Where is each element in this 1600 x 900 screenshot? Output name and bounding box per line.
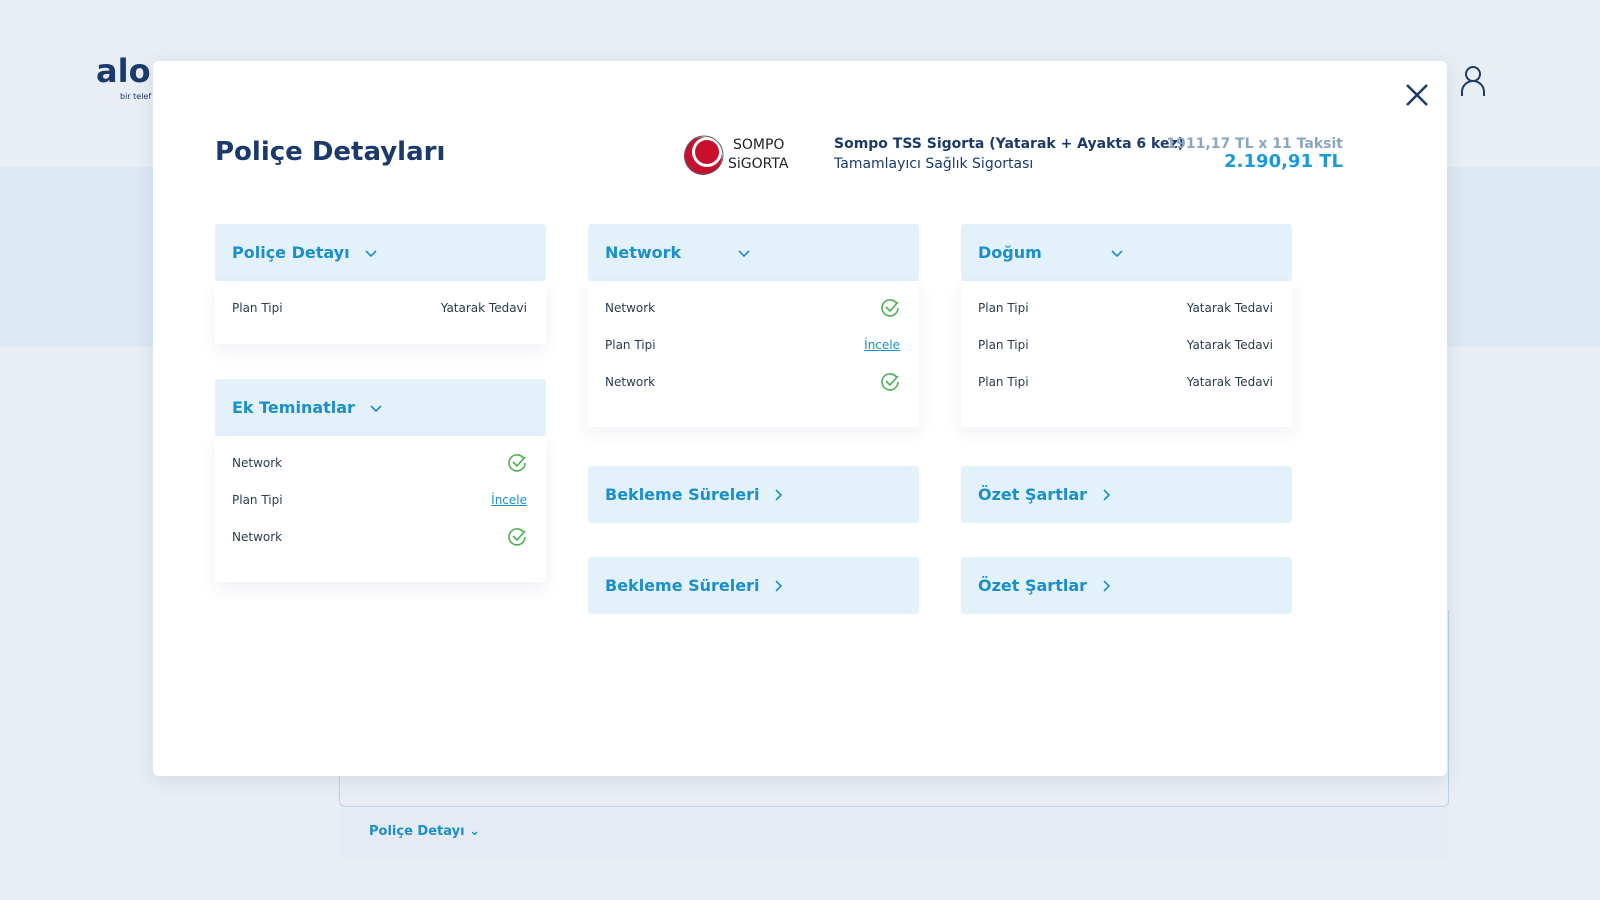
- behind-bar: [339, 808, 1447, 858]
- row-label: Plan Tipi: [232, 301, 283, 315]
- card-title: Bekleme Süreleri: [605, 485, 760, 504]
- card-row: Network: [232, 453, 527, 473]
- card-row: Plan Tipi Yatarak Tedavi: [978, 375, 1273, 389]
- card-title: Poliçe Detayı: [232, 243, 350, 262]
- card-body: Network Plan Tipi İncele Network: [215, 436, 546, 582]
- behind-title: Poliçe Detayı: [369, 824, 465, 839]
- row-label: Plan Tipi: [978, 301, 1029, 315]
- card-header[interactable]: Bekleme Süreleri: [588, 466, 919, 523]
- check-icon: [508, 528, 526, 546]
- row-label: Network: [232, 456, 283, 470]
- card-title: Ek Teminatlar: [232, 398, 355, 417]
- row-link[interactable]: İncele: [491, 493, 527, 507]
- card-row: Plan Tipi Yatarak Tedavi: [232, 301, 527, 315]
- down-icon: [738, 249, 750, 257]
- row-label: Network: [232, 530, 283, 544]
- row-value: Yatarak Tedavi: [1186, 301, 1273, 315]
- row-label: Plan Tipi: [978, 338, 1029, 352]
- card-header[interactable]: Ek Teminatlar: [215, 379, 546, 436]
- row-label: Network: [605, 375, 656, 389]
- row-label: Plan Tipi: [232, 493, 283, 507]
- card-body: Network Plan Tipi İncele Network: [588, 281, 919, 427]
- logo[interactable]: alo: [96, 52, 151, 90]
- down-icon: [1111, 249, 1123, 257]
- card: Network Network Plan Tipi İncele Network: [588, 224, 919, 427]
- card: Poliçe Detayı Plan Tipi Yatarak Tedavi: [215, 224, 546, 344]
- card: Özet Şartlar: [961, 466, 1292, 523]
- insurer-logo-line: SOMPO: [733, 137, 785, 153]
- product-name: Sompo TSS Sigorta (Yatarak + Ayakta 6 ke…: [834, 136, 1185, 152]
- insurer-logo-line: SiGORTA: [728, 156, 789, 172]
- row-value: Yatarak Tedavi: [1186, 375, 1273, 389]
- right-icon: [1103, 488, 1111, 501]
- row-value: Yatarak Tedavi: [1186, 338, 1273, 352]
- right-icon: [1103, 579, 1111, 592]
- row-label: Network: [605, 301, 656, 315]
- card-row: Network: [605, 372, 900, 392]
- card: Doğum Plan Tipi Yatarak Tedavi Plan Tipi Yat…: [961, 224, 1292, 427]
- behind-section[interactable]: Poliçe Detayı ⌄: [369, 824, 480, 839]
- card-row: Network: [605, 298, 900, 318]
- card-header[interactable]: Özet Şartlar: [961, 466, 1292, 523]
- card-header[interactable]: Doğum: [961, 224, 1292, 281]
- card-body: Plan Tipi Yatarak Tedavi Plan Tipi Yatarak …: [961, 281, 1292, 427]
- card-title: Network: [605, 243, 682, 262]
- check-icon: [508, 454, 526, 472]
- product-subtitle: Tamamlayıcı Sağlık Sigortası: [834, 156, 1034, 172]
- check-icon: [881, 299, 899, 317]
- card-row: Network: [232, 527, 527, 547]
- row-label: Plan Tipi: [978, 375, 1029, 389]
- row-label: Plan Tipi: [605, 338, 656, 352]
- installment: 1911,17 TL x 11 Taksit: [1166, 136, 1343, 152]
- card-row: Plan Tipi Yatarak Tedavi: [978, 338, 1273, 352]
- card: Bekleme Süreleri: [588, 466, 919, 523]
- right-icon: [775, 579, 783, 592]
- card-body: Plan Tipi Yatarak Tedavi: [215, 281, 546, 344]
- down-icon: [370, 404, 382, 412]
- logo-tagline: bir telef: [120, 92, 152, 101]
- card-title: Doğum: [978, 243, 1042, 262]
- right-icon: [775, 488, 783, 501]
- row-link[interactable]: İncele: [864, 338, 900, 352]
- total-price: 2.190,91 TL: [1224, 151, 1343, 172]
- insurer-logo-mark: [684, 135, 724, 175]
- close-button[interactable]: [1404, 82, 1430, 108]
- card-row: Plan Tipi İncele: [232, 493, 527, 507]
- card-title: Bekleme Süreleri: [605, 576, 760, 595]
- card-header[interactable]: Poliçe Detayı: [215, 224, 546, 281]
- down-icon: [365, 249, 377, 257]
- card-title: Özet Şartlar: [978, 576, 1088, 595]
- check-icon: [881, 373, 899, 391]
- user-icon[interactable]: [1458, 64, 1488, 98]
- row-value: Yatarak Tedavi: [440, 301, 527, 315]
- card-row: Plan Tipi Yatarak Tedavi: [978, 301, 1273, 315]
- card: Ek Teminatlar Network Plan Tipi İncele Netwo…: [215, 379, 546, 582]
- card-header[interactable]: Bekleme Süreleri: [588, 557, 919, 614]
- card: Özet Şartlar: [961, 557, 1292, 614]
- card-title: Özet Şartlar: [978, 485, 1088, 504]
- card-header[interactable]: Özet Şartlar: [961, 557, 1292, 614]
- card: Bekleme Süreleri: [588, 557, 919, 614]
- card-row: Plan Tipi İncele: [605, 338, 900, 352]
- modal-title: Poliçe Detayları: [215, 137, 446, 167]
- card-header[interactable]: Network: [588, 224, 919, 281]
